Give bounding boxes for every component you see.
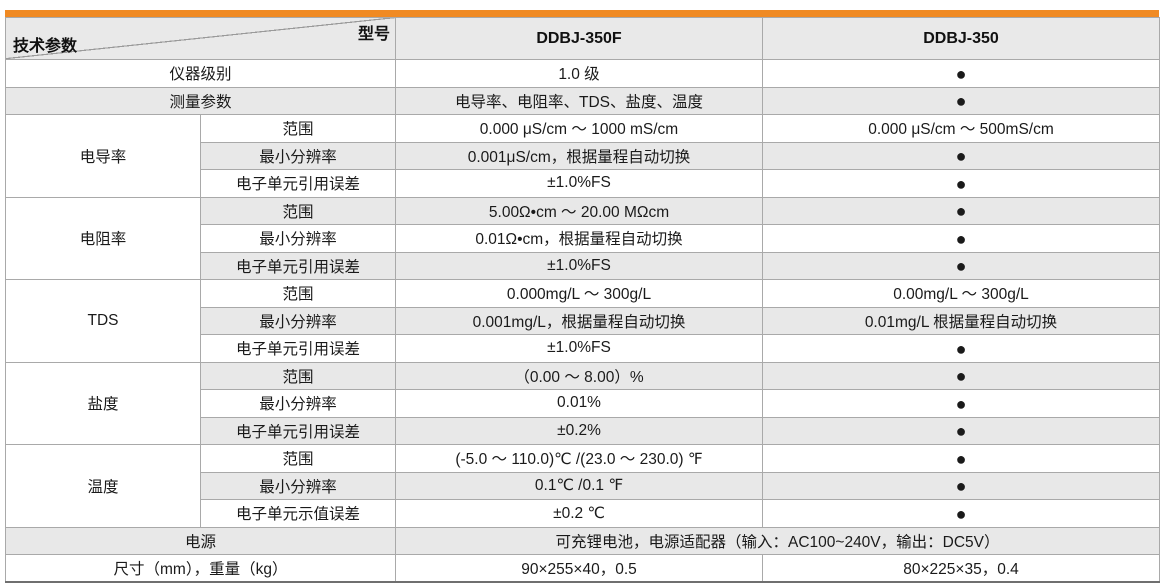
sub-label-cell: 范围 [200,279,396,308]
value-cell: 0.000 μS/cm ～ 500mS/cm [762,114,1160,143]
table-row-instrument-class: 仪器级别 1.0 级 ● [5,59,1160,88]
table-row-salinity-range: 盐度 范围 （0.00 ～ 8.00）% ● [5,361,1160,445]
bullet-dot-cell: ● [762,361,1160,390]
value-cell: 0.001mg/L，根据量程自动切换 [395,306,763,335]
bullet-dot-cell: ● [762,499,1160,528]
value-cell: ±1.0%FS [395,169,763,198]
group-label-cell: 盐度 [5,361,201,445]
table-row-tds-resolution: 最小分辨率 0.001mg/L，根据量程自动切换 0.01mg/L 根据量程自动… [6,306,1160,335]
value-cell: 0.01mg/L 根据量程自动切换 [762,306,1160,335]
value-cell: 0.001μS/cm，根据量程自动切换 [395,141,763,170]
value-cell: （0.00 ～ 8.00）% [395,361,763,390]
header-params-label: 技术参数 [13,38,78,55]
bullet-dot-cell: ● [762,334,1160,363]
sub-label-cell: 电子单元引用误差 [200,169,396,198]
table-row-power: 电源 可充锂电池，电源适配器（输入：AC100~240V，输出：DC5V） [5,526,1160,555]
value-cell: 90×255×40，0.5 [395,554,763,583]
sub-label-cell: 最小分辨率 [200,224,396,253]
group-label-cell: TDS [5,279,201,363]
value-cell: 0.000mg/L ～ 300g/L [395,279,763,308]
value-cell: 电导率、电阻率、TDS、盐度、温度 [395,86,763,115]
bullet-dot-cell: ● [762,389,1160,418]
sub-label-cell: 范围 [200,444,396,473]
group-label-cell: 电导率 [5,114,201,198]
table-row-salinity-error: 电子单元引用误差 ±0.2% ● [6,416,1160,445]
bullet-dot-cell: ● [762,141,1160,170]
table-row-resistivity-error: 电子单元引用误差 ±1.0%FS ● [6,251,1160,280]
sub-label-cell: 范围 [200,114,396,143]
row-label-cell: 尺寸（mm），重量（kg） [5,554,396,583]
sub-label-cell: 最小分辨率 [200,471,396,500]
orange-accent-bar [5,10,1159,17]
sub-label-cell: 最小分辨率 [200,389,396,418]
value-cell: ±1.0%FS [395,334,763,363]
value-cell: 80×225×35，0.4 [762,554,1160,583]
sub-label-cell: 最小分辨率 [200,306,396,335]
bullet-dot-cell: ● [762,86,1160,115]
value-cell: (-5.0 ～ 110.0)℃ /(23.0 ～ 230.0) ℉ [395,444,763,473]
sub-label-cell: 电子单元引用误差 [200,416,396,445]
group-label-cell: 温度 [5,444,201,528]
sub-label-cell: 最小分辨率 [200,141,396,170]
row-label-cell: 电源 [5,526,396,555]
sub-label-cell: 电子单元示值误差 [200,499,396,528]
value-cell: 可充锂电池，电源适配器（输入：AC100~240V，输出：DC5V） [395,526,1160,555]
table-row-tds-error: 电子单元引用误差 ±1.0%FS ● [6,334,1160,363]
value-cell: ±0.2 ℃ [395,499,763,528]
value-cell: 0.000 μS/cm ～ 1000 mS/cm [395,114,763,143]
value-cell: 1.0 级 [395,59,763,88]
table-row-temperature-resolution: 最小分辨率 0.1℃ /0.1 ℉ ● [6,471,1160,500]
table-row-measure-params: 测量参数 电导率、电阻率、TDS、盐度、温度 ● [5,86,1160,115]
table-row-conductivity-range: 电导率 范围 0.000 μS/cm ～ 1000 mS/cm 0.000 μS… [5,114,1160,198]
sub-label-cell: 电子单元引用误差 [200,334,396,363]
column-header-ddbj-350f: DDBJ-350F [395,17,763,60]
bullet-dot-cell: ● [762,169,1160,198]
bullet-dot-cell: ● [762,196,1160,225]
value-cell: 0.01% [395,389,763,418]
sub-label-cell: 范围 [200,361,396,390]
table-row-resistivity-resolution: 最小分辨率 0.01Ω•cm，根据量程自动切换 ● [6,224,1160,253]
bullet-dot-cell: ● [762,471,1160,500]
bullet-dot-cell: ● [762,444,1160,473]
header-row: 型号 技术参数 DDBJ-350F DDBJ-350 [5,17,1160,60]
bullet-dot-cell: ● [762,416,1160,445]
table-row-tds-range: TDS 范围 0.000mg/L ～ 300g/L 0.00mg/L ～ 300… [5,279,1160,363]
table-row-resistivity-range: 电阻率 范围 5.00Ω•cm ～ 20.00 MΩcm ● [5,196,1160,280]
value-cell: 0.01Ω•cm，根据量程自动切换 [395,224,763,253]
diagonal-header-cell: 型号 技术参数 [5,17,396,60]
row-label-cell: 仪器级别 [5,59,396,88]
value-cell: 0.1℃ /0.1 ℉ [395,471,763,500]
table-row-conductivity-resolution: 最小分辨率 0.001μS/cm，根据量程自动切换 ● [6,141,1160,170]
table-row-conductivity-error: 电子单元引用误差 ±1.0%FS ● [6,169,1160,198]
header-model-label: 型号 [357,26,390,43]
row-label-cell: 测量参数 [5,86,396,115]
sub-label-cell: 电子单元引用误差 [200,251,396,280]
table-row-temperature-range: 温度 范围 (-5.0 ～ 110.0)℃ /(23.0 ～ 230.0) ℉ … [5,444,1160,528]
table-row-salinity-resolution: 最小分辨率 0.01% ● [6,389,1160,418]
value-cell: ±0.2% [395,416,763,445]
table-row-dimensions: 尺寸（mm），重量（kg） 90×255×40，0.5 80×225×35，0.… [5,554,1160,583]
value-cell: 0.00mg/L ～ 300g/L [762,279,1160,308]
column-header-ddbj-350: DDBJ-350 [762,17,1160,60]
bullet-dot-cell: ● [762,59,1160,88]
bullet-dot-cell: ● [762,251,1160,280]
value-cell: 5.00Ω•cm ～ 20.00 MΩcm [395,196,763,225]
group-label-cell: 电阻率 [5,196,201,280]
sub-label-cell: 范围 [200,196,396,225]
bullet-dot-cell: ● [762,224,1160,253]
value-cell: ±1.0%FS [395,251,763,280]
table-row-temperature-error: 电子单元示值误差 ±0.2 ℃ ● [6,499,1160,528]
diagonal-split: 型号 技术参数 [6,18,395,59]
technical-parameters-table: 型号 技术参数 DDBJ-350F DDBJ-350 仪器级别 1.0 级 ● … [5,17,1160,583]
